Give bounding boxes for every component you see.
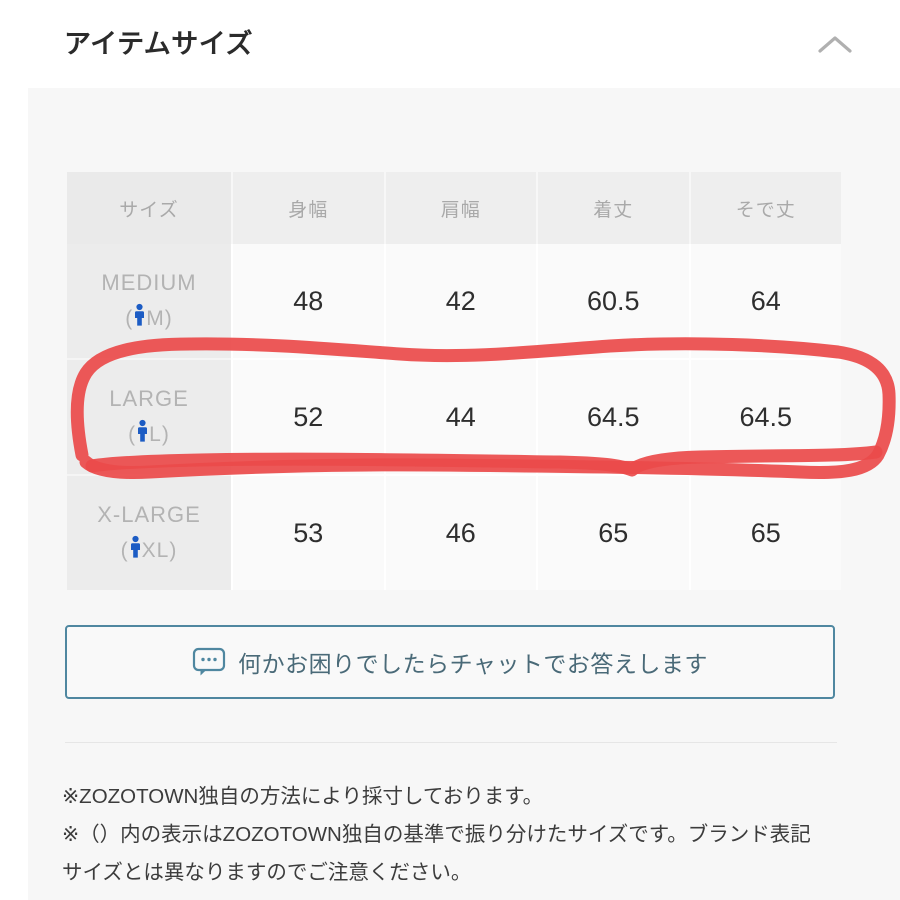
column-header-shoulder-width: 肩幅	[383, 172, 537, 244]
cell-length: 64.5	[536, 358, 690, 475]
table-header-row: サイズ 身幅 肩幅 着丈 そで丈	[67, 172, 841, 244]
cell-chest-width: 52	[231, 358, 385, 475]
cell-shoulder-width: 46	[383, 474, 537, 590]
notes-divider	[65, 742, 837, 743]
person-standing-icon	[132, 303, 147, 327]
speech-bubble-dots-icon	[192, 647, 226, 677]
person-standing-icon	[128, 535, 143, 559]
column-header-length: 着丈	[536, 172, 690, 244]
cell-chest-width: 48	[231, 244, 385, 359]
column-header-sleeve-length: そで丈	[688, 172, 841, 244]
cell-length: 60.5	[536, 244, 690, 359]
table-row: LARGE ( L) 52 44 64.5 64.5	[67, 358, 841, 475]
cell-sleeve-length: 64.5	[688, 358, 841, 475]
row-size-label-large: LARGE ( L)	[67, 358, 232, 475]
person-standing-icon	[135, 419, 150, 443]
size-sub-label: ( L)	[67, 419, 231, 450]
column-header-size: サイズ	[67, 172, 232, 244]
cell-chest-width: 53	[231, 474, 385, 590]
page-title: アイテムサイズ	[64, 28, 253, 59]
table-body: MEDIUM ( M) 48 42 60.5 64 LARGE (	[67, 244, 841, 590]
table-row: MEDIUM ( M) 48 42 60.5 64	[67, 244, 841, 359]
cell-shoulder-width: 44	[383, 358, 537, 475]
item-size-table: サイズ 身幅 肩幅 着丈 そで丈 MEDIUM ( M)	[67, 172, 841, 590]
cell-length: 65	[536, 474, 690, 590]
table-row: X-LARGE ( XL) 53 46 65 65	[67, 474, 841, 590]
chat-support-button[interactable]: 何かお困りでしたらチャットでお答えします	[65, 625, 835, 699]
row-size-label-x-large: X-LARGE ( XL)	[67, 474, 232, 590]
note-line: ※（）内の表示はZOZOTOWN独自の基準で振り分けたサイズです。ブランド表記	[62, 822, 811, 846]
cell-shoulder-width: 42	[383, 244, 537, 359]
collapse-toggle-button[interactable]	[808, 17, 862, 71]
chat-support-label: 何かお困りでしたらチャットでお答えします	[238, 651, 708, 677]
size-sub-label: ( M)	[67, 303, 231, 334]
chevron-up-icon	[818, 33, 852, 55]
cell-sleeve-length: 65	[688, 474, 841, 590]
column-header-chest-width: 身幅	[231, 172, 385, 244]
section-header[interactable]: アイテムサイズ	[0, 0, 900, 88]
row-size-label-medium: MEDIUM ( M)	[67, 244, 232, 359]
cell-sleeve-length: 64	[688, 244, 841, 359]
note-line: サイズとは異なりますのでご注意ください。	[62, 860, 472, 884]
note-line: ※ZOZOTOWN独自の方法により採寸しております。	[62, 785, 544, 808]
table-header: サイズ 身幅 肩幅 着丈 そで丈	[67, 172, 841, 244]
notes-block: ※ZOZOTOWN独自の方法により採寸しております。 ※（）内の表示はZOZOT…	[62, 778, 852, 892]
size-sub-label: ( XL)	[67, 535, 231, 566]
